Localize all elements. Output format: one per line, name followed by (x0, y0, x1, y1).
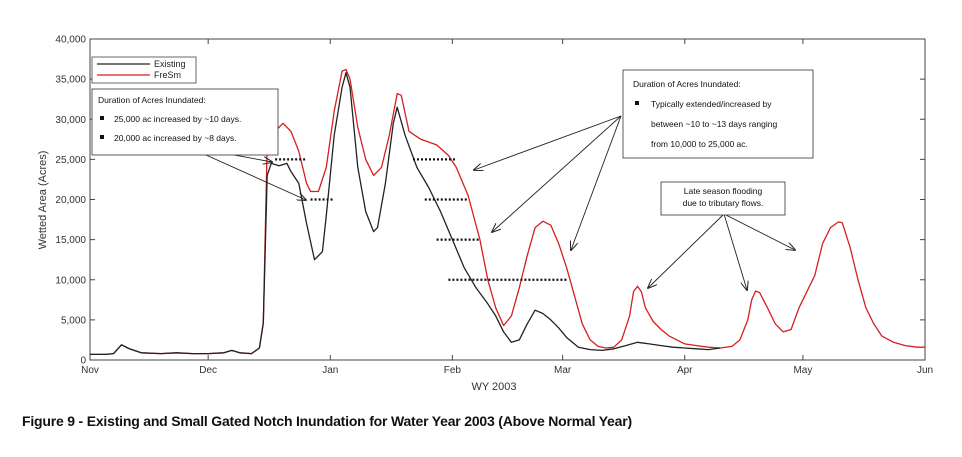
annotation-arrow (723, 213, 795, 250)
annotation-text: 20,000 ac increased by ~8 days. (114, 133, 237, 143)
legend-label: FreSm (154, 70, 181, 80)
threshold-markers (275, 158, 567, 281)
legend-label: Existing (154, 59, 186, 69)
x-tick-label: Dec (199, 365, 217, 376)
y-tick-label: 10,000 (55, 275, 86, 286)
annotation-text: from 10,000 to 25,000 ac. (651, 139, 748, 149)
annotation-text: Typically extended/increased by (651, 99, 772, 109)
annotation-box (622, 69, 814, 159)
series-line-existing (90, 72, 721, 356)
y-tick-label: 15,000 (55, 235, 86, 246)
annotation-arrow (723, 213, 747, 290)
y-tick-label: 5,000 (61, 315, 86, 326)
x-tick-label: Jan (322, 365, 338, 376)
bullet-marker (100, 116, 104, 120)
x-axis-label: WY 2003 (471, 381, 516, 393)
annotation-text: due to tributary flows. (683, 198, 764, 208)
annotation-text: between ~10 to ~13 days ranging (651, 119, 777, 129)
x-tick-label: Mar (554, 365, 572, 376)
annotation-arrow (648, 213, 725, 288)
annotation-arrow (571, 115, 622, 250)
y-tick-label: 0 (80, 356, 86, 367)
x-tick-label: Jun (917, 365, 933, 376)
bullet-marker (635, 101, 639, 105)
x-tick-label: Feb (444, 365, 462, 376)
annotation-text: Late season flooding (684, 186, 763, 196)
axis-ticks: 0 5,000 10,000 15,000 20,000 25,000 30,000 35,0… (55, 35, 933, 377)
figure-caption: Figure 9 - Existing and Small Gated Notc… (22, 413, 632, 429)
x-tick-label: Apr (677, 365, 693, 376)
annotation-text: 25,000 ac increased by ~10 days. (114, 114, 241, 124)
y-axis-label: Wetted Area (Acres) (37, 151, 49, 250)
legend-box (91, 56, 197, 84)
y-tick-label: 25,000 (55, 155, 86, 166)
y-tick-label: 35,000 (55, 75, 86, 86)
annotation-arrow (474, 115, 622, 170)
annotation-box (91, 88, 279, 156)
bullet-marker (100, 135, 104, 139)
annotation-text: Duration of Acres Inundated: (98, 95, 206, 105)
y-tick-label: 30,000 (55, 115, 86, 126)
y-tick-label: 40,000 (55, 35, 86, 46)
annotation-box (660, 181, 786, 216)
annotation-text: Duration of Acres Inundated: (633, 79, 741, 89)
annotation-boxes: Duration of Acres Inundated: 25,000 ac in… (91, 69, 814, 216)
x-tick-label: May (793, 365, 812, 376)
y-tick-label: 20,000 (55, 195, 86, 206)
annotation-arrow (492, 115, 622, 232)
x-tick-label: Nov (81, 365, 99, 376)
